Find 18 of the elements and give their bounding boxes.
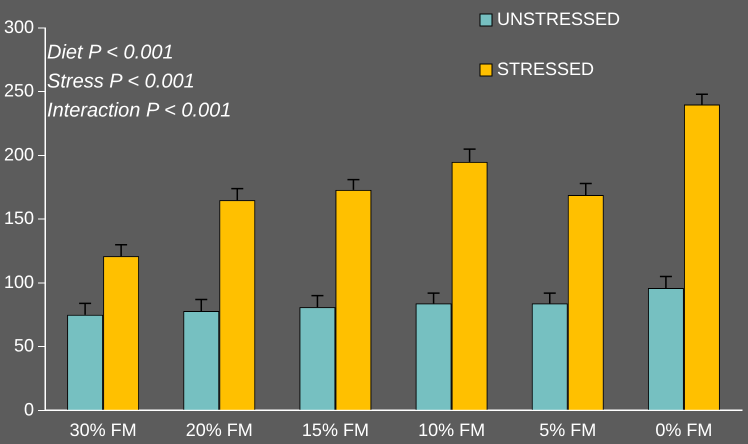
x-tick-label: 15% FM [302, 420, 369, 440]
x-tick-label: 0% FM [655, 420, 712, 440]
annotation: Stress P < 0.001 [47, 70, 195, 93]
y-tick-label: 50 [14, 336, 34, 356]
y-tick-label: 100 [4, 272, 34, 292]
annotation: Interaction P < 0.001 [47, 100, 232, 122]
y-tick-label: 200 [4, 144, 34, 164]
y-tick-label: 250 [4, 80, 34, 101]
annotation: Diet P < 0.001 [47, 42, 174, 64]
x-tick-label: 30% FM [70, 420, 137, 440]
legend-label: STRESSED [497, 58, 594, 79]
y-tick-label: 150 [4, 208, 34, 228]
x-tick-label: 10% FM [418, 420, 486, 440]
x-tick-label: 5% FM [539, 420, 596, 440]
y-tick-label: 0 [24, 399, 34, 420]
legend-label: UNSTRESSED [497, 8, 620, 29]
x-tick-label: 20% FM [186, 420, 253, 440]
y-tick-label: 300 [4, 16, 34, 37]
